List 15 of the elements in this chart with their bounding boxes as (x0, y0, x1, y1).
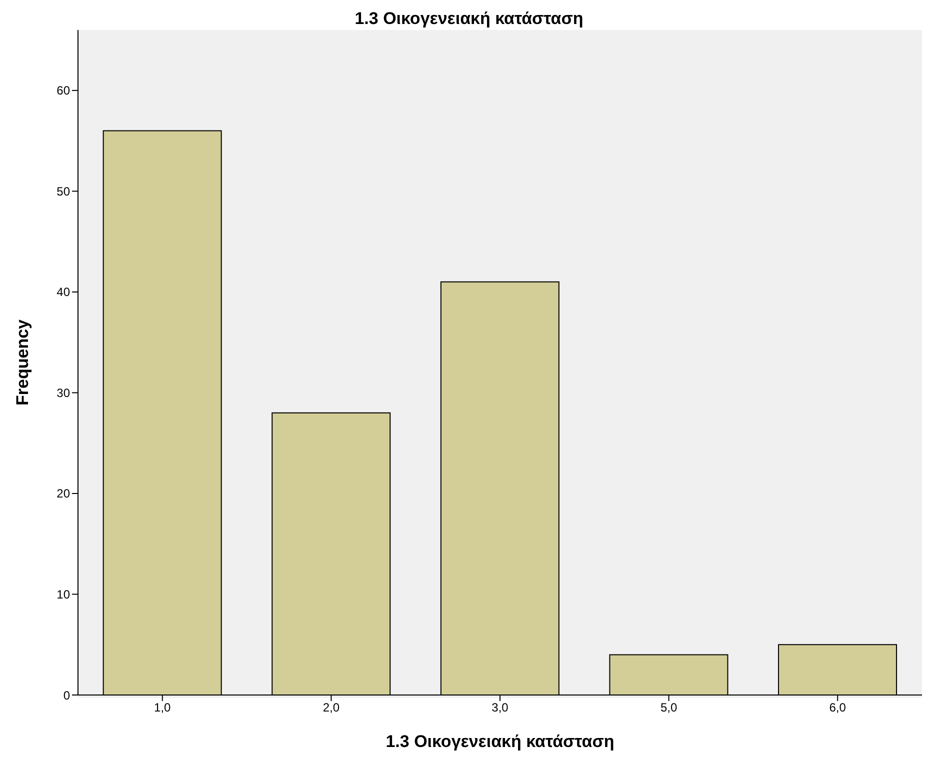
y-tick-label: 0 (63, 688, 70, 702)
x-axis-title: 1.3 Οικογενειακή κατάσταση (386, 732, 614, 751)
x-tick-label: 5,0 (660, 700, 678, 715)
y-tick-label: 50 (56, 184, 70, 198)
y-tick-label: 20 (56, 486, 70, 501)
x-tick-label: 1,0 (154, 700, 172, 715)
y-axis-title: Frequency (13, 318, 32, 406)
x-tick-label: 2,0 (322, 700, 340, 715)
y-tick-label: 60 (56, 84, 70, 98)
chart-title: 1.3 Οικογενειακή κατάσταση (354, 8, 584, 30)
y-tick-label: 40 (56, 285, 70, 300)
x-tick-label: 6,0 (829, 700, 846, 715)
x-tick-label: 3,0 (492, 700, 509, 715)
y-tick-label: 30 (56, 386, 70, 400)
y-tick-label: 10 (56, 588, 70, 602)
